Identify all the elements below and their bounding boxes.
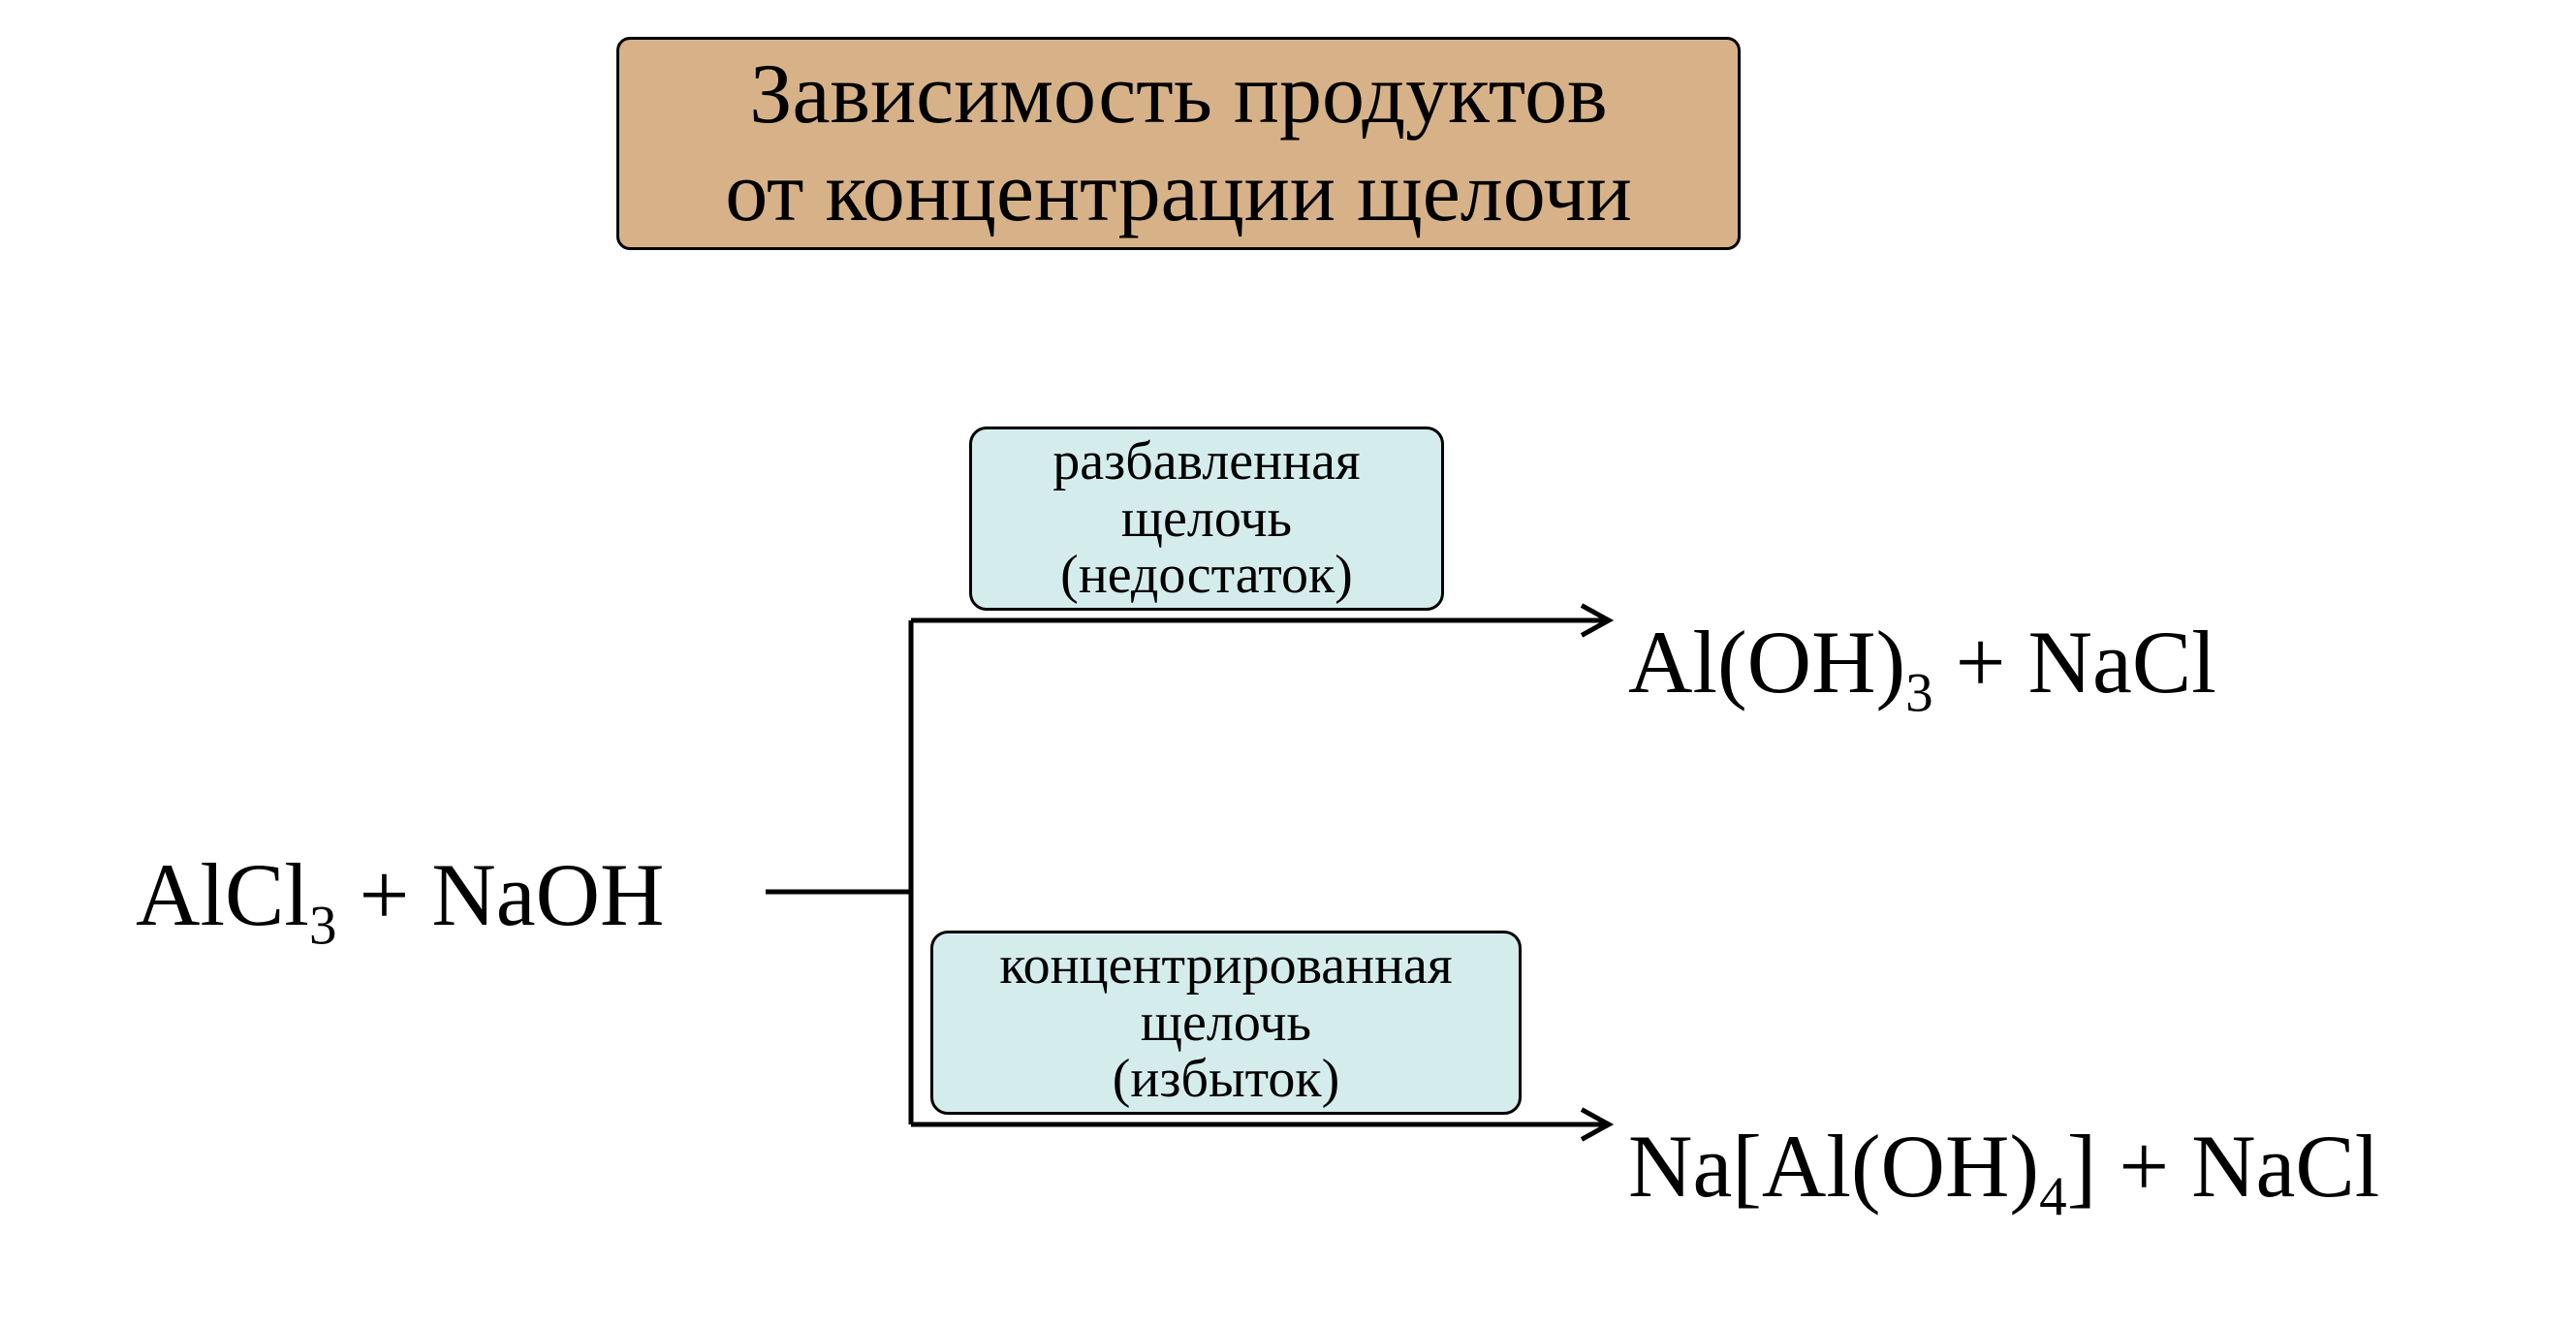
- reaction-connector: [0, 0, 2576, 1328]
